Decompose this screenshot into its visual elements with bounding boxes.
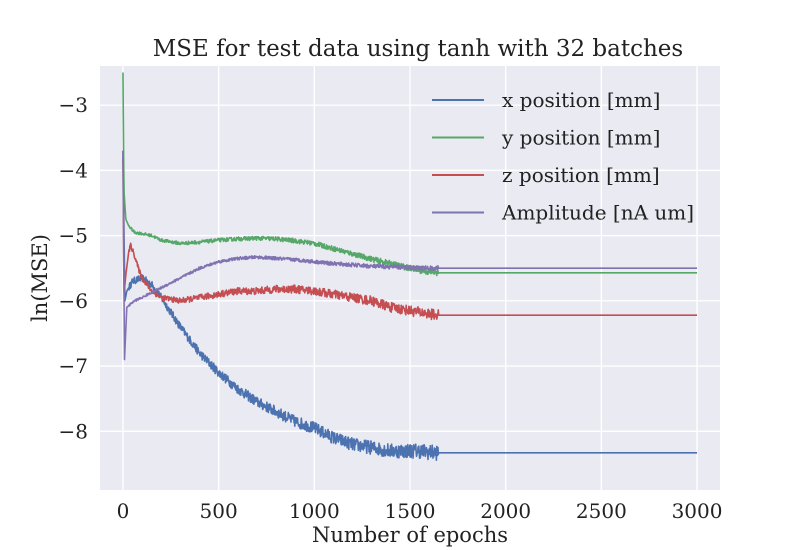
series-lines xyxy=(122,72,698,461)
y-tick-label: −4 xyxy=(59,158,88,182)
x-tick-label: 2000 xyxy=(480,499,531,523)
x-tick-label: 2500 xyxy=(576,499,627,523)
y-tick-label: −3 xyxy=(59,93,88,117)
y-tick-label: −6 xyxy=(59,289,88,313)
legend-label-2: z position [mm] xyxy=(502,163,660,187)
tick-labels: 0 500 1000 1500 2000 2500 3000 −8 −7 −6 −5 −4 −3 xyxy=(59,93,723,523)
y-tick-label: −5 xyxy=(59,224,88,248)
grid-lines xyxy=(100,66,720,490)
x-tick-label: 500 xyxy=(200,499,238,523)
x-tick-label: 1000 xyxy=(289,499,340,523)
legend: x position [mm] y position [mm] z position… xyxy=(432,88,694,225)
x-tick-label: 1500 xyxy=(385,499,436,523)
y-tick-label: −7 xyxy=(59,354,88,378)
series-line-2 xyxy=(122,157,698,321)
legend-label-0: x position [mm] xyxy=(502,88,660,112)
y-axis-title: ln(MSE) xyxy=(28,234,52,322)
series-line-0 xyxy=(122,150,698,461)
legend-label-1: y position [mm] xyxy=(501,126,660,150)
series-line-1 xyxy=(122,72,698,277)
x-tick-label: 3000 xyxy=(672,499,723,523)
x-axis-title: Number of epochs xyxy=(312,523,508,547)
x-tick-label: 0 xyxy=(117,499,130,523)
series-line-3 xyxy=(122,150,698,361)
y-tick-label: −8 xyxy=(59,419,88,443)
legend-label-3: Amplitude [nA um] xyxy=(501,201,694,225)
chart-title: MSE for test data using tanh with 32 bat… xyxy=(153,36,683,62)
